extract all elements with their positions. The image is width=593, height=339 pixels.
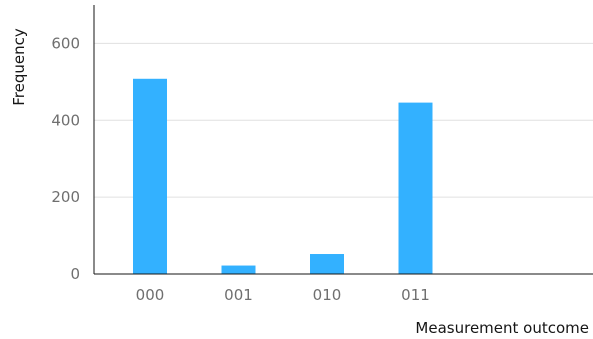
y-tick-label: 600 <box>51 34 80 52</box>
x-axis-title: Measurement outcome <box>415 319 589 337</box>
x-tick-labels: 000 001 010 011 <box>136 286 430 304</box>
bar-010 <box>310 254 344 274</box>
y-tick-label: 200 <box>51 188 80 206</box>
x-tick-label: 000 <box>136 286 165 304</box>
y-tick-label: 0 <box>70 265 80 283</box>
grid-lines <box>94 42 593 198</box>
bar-001 <box>221 265 256 274</box>
x-tick-label: 011 <box>401 286 430 304</box>
y-tick-label: 400 <box>51 111 80 129</box>
y-axis-title: Frequency <box>10 28 28 106</box>
x-tick-label: 010 <box>313 286 342 304</box>
bar-000 <box>133 78 167 274</box>
axes <box>93 5 593 275</box>
bar-011 <box>398 102 433 274</box>
y-tick-labels: 0 200 400 600 <box>51 34 80 283</box>
x-tick-label: 001 <box>224 286 253 304</box>
bars <box>133 78 433 274</box>
